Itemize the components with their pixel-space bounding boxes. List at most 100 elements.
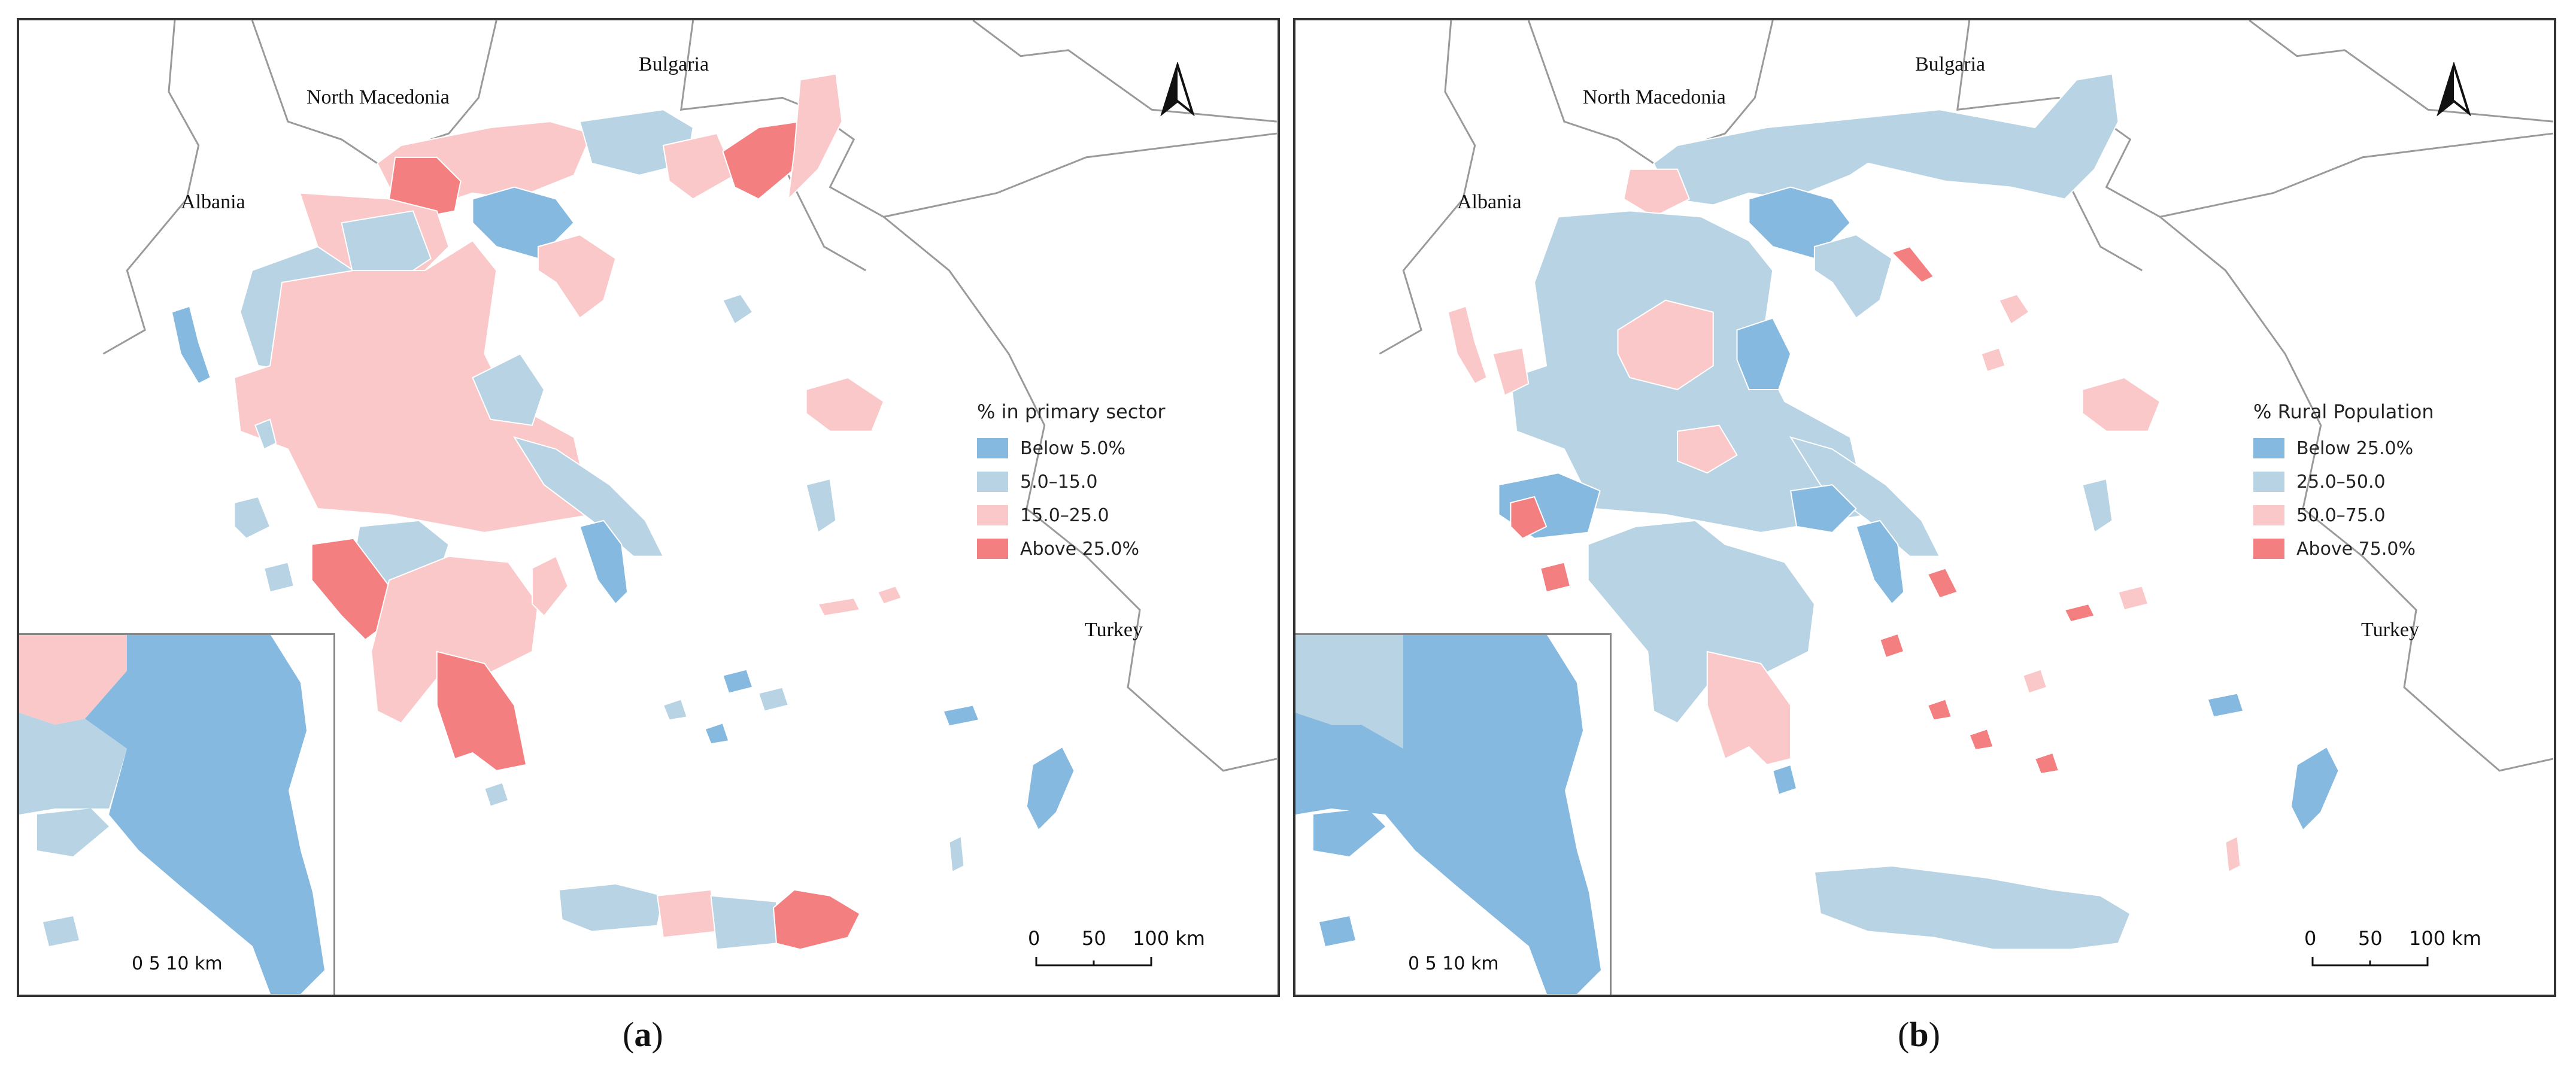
legend-b: % Rural Population Below 25.0% 25.0–50.0… [2253,400,2434,566]
legend-swatch [2253,438,2284,458]
map-panel-a: Albania North Macedonia Bulgaria Turkey … [17,18,1280,997]
legend-item: Above 75.0% [2253,532,2434,566]
choropleth-map-b [1379,20,2554,950]
region-kos [2207,692,2244,718]
region-thessaloniki [1748,186,1851,260]
region-ikaria [876,585,903,605]
region-thessaloniki [472,186,575,260]
region-north-strip [1652,73,2119,206]
region-corfu [171,305,211,385]
region-cyclades-4 [662,698,688,721]
inset-region-island1 [1313,808,1385,856]
legend-item: 15.0–25.0 [977,499,1166,532]
region-chios [805,478,837,534]
legend-swatch [977,438,1008,458]
region-chios [2082,478,2113,534]
legend-item: 25.0–50.0 [2253,465,2434,499]
scale-bar-line [1035,957,1152,966]
scale-tick-100: 100 km [2409,927,2481,950]
inset-map-a: 0 5 10 km [19,633,335,995]
region-evia [512,436,665,557]
region-kos [942,704,980,727]
region-zakynthos [263,561,295,593]
region-evros [787,73,843,201]
region-lesvos [805,376,885,432]
legend-label: 50.0–75.0 [2296,504,2386,526]
north-arrow-icon [2437,62,2471,116]
region-cyclades-1 [1879,633,1905,659]
region-boeotia [1789,484,1857,533]
legend-label: Below 5.0% [1020,437,1126,459]
region-karpathos [2225,835,2241,873]
region-magnesia [472,352,545,426]
region-laconia [436,651,527,771]
inset-region-west [1295,635,1403,749]
label-turkey: Turkey [2361,619,2419,641]
scale-bar-line [2311,957,2429,966]
region-corfu [1447,305,1488,385]
region-cyclades-3 [1968,728,1994,751]
legend-title: % in primary sector [977,400,1166,423]
inset-map-a-svg [19,635,324,994]
region-chalkidiki [537,234,617,319]
region-laconia [1706,651,1792,765]
region-cyclades-2 [757,686,790,712]
region-samos [817,597,861,617]
scale-tick-100: 100 km [1133,927,1205,950]
region-cyclades-4 [2022,668,2048,694]
legend-label: 15.0–25.0 [1020,504,1109,526]
label-bulgaria: Bulgaria [1915,53,1986,75]
choropleth-map-a [102,20,1278,950]
region-cyclades-2 [1926,698,1953,721]
neighbour-borders [1379,20,2554,772]
legend-swatch [2253,472,2284,492]
legend-label: 25.0–50.0 [2296,471,2386,493]
legend-title: % Rural Population [2253,400,2434,423]
scale-bar-a: 0 50 100 km [1028,927,1213,975]
region-cyclades-3 [704,722,730,745]
region-cyclades-5 [2034,752,2060,774]
region-skyros [1926,567,1959,599]
inset-region-island2 [43,916,79,946]
region-thasos [721,293,754,325]
region-attica [1855,519,1905,605]
region-attica [579,519,629,605]
legend-swatch [977,539,1008,559]
region-crete-west [558,883,665,932]
scale-tick-0: 0 [2304,927,2317,950]
region-drama [662,132,736,200]
neighbour-borders [102,20,1278,772]
caption-a: (a) [623,1015,663,1054]
legend-item: 50.0–75.0 [2253,499,2434,532]
legend-item: 5.0–15.0 [977,465,1166,499]
map-panel-b: Albania North Macedonia Bulgaria Turkey … [1293,18,2556,997]
caption-b: (b) [1898,1015,1940,1054]
label-turkey: Turkey [1085,619,1143,641]
inset-region-island1 [37,808,109,856]
region-kefalonia [1510,496,1548,539]
inset-map-b: 0 5 10 km [1295,633,1612,995]
region-trikala [1617,299,1714,391]
legend-item: Above 25.0% [977,532,1166,566]
legend-a: % in primary sector Below 5.0% 5.0–15.0 … [977,400,1166,566]
region-rhodes [2290,746,2340,832]
north-arrow-icon [1160,62,1195,116]
region-crete [1813,865,2131,950]
region-crete-central [656,889,718,938]
region-kavala-island [1891,245,1935,284]
region-zakynthos [1539,561,1571,593]
inset-scale-label: 0 5 10 km [132,953,223,974]
inset-region-west2 [19,713,127,814]
inset-region-west [19,635,127,725]
scale-tick-0: 0 [1028,927,1040,950]
legend-label: Above 25.0% [1020,538,1139,560]
legend-swatch [2253,539,2284,559]
region-kythira [484,782,509,807]
scale-tick-50: 50 [2358,927,2383,950]
region-argolida [531,555,569,617]
region-thasos [1998,293,2030,325]
legend-label: Below 25.0% [2296,437,2414,459]
region-lesvos [2082,376,2161,432]
region-fthiotida [1677,424,1738,474]
region-kastoria [1623,168,1691,218]
